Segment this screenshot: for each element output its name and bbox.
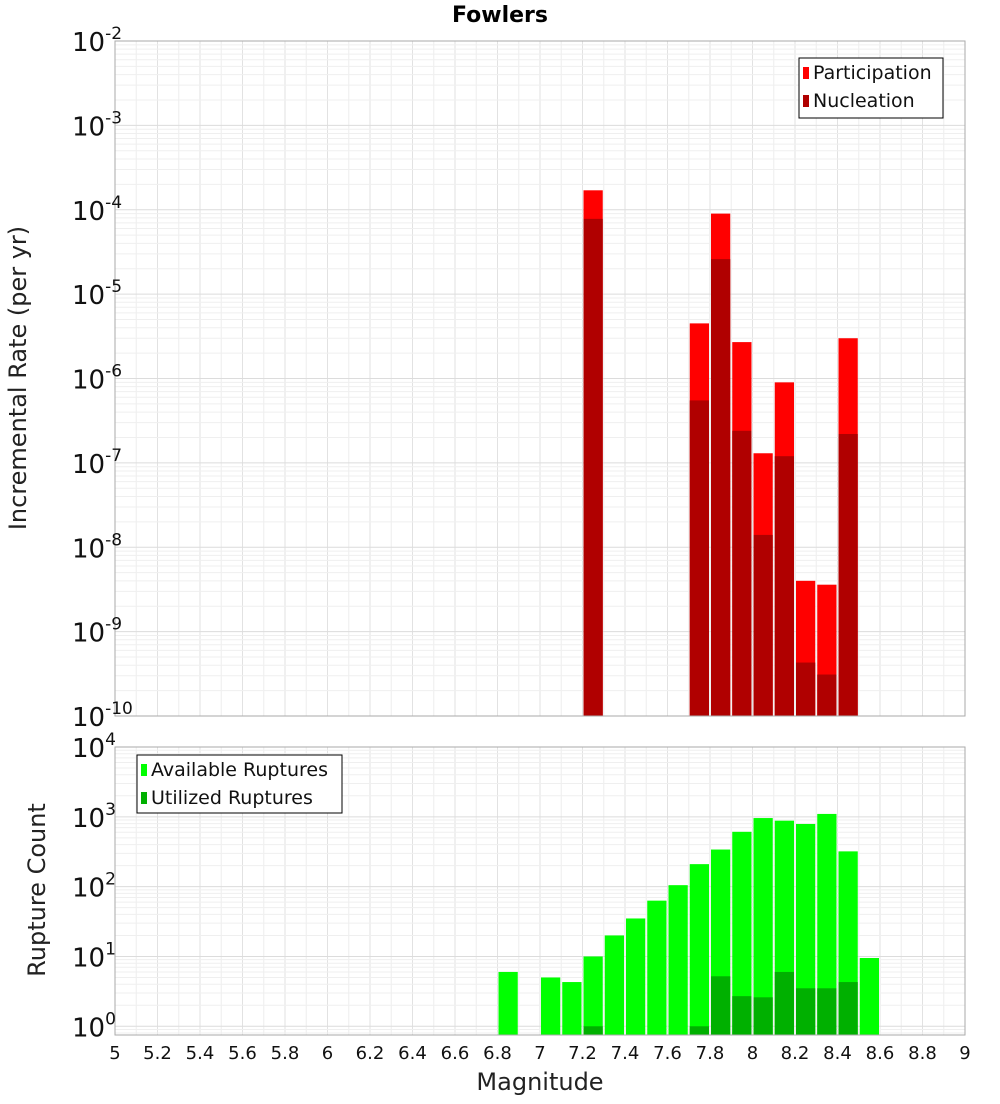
count-legend-label: Available Ruptures (151, 759, 328, 781)
count-y-tick-label: 100 (72, 1009, 116, 1043)
rate-y-tick-label: 10-8 (72, 530, 122, 564)
count-legend-box (136, 754, 343, 814)
rate-legend-box (798, 57, 944, 119)
count-x-tick-label: 8.6 (866, 1043, 895, 1064)
rate-bar (774, 456, 794, 716)
rate-bar (689, 400, 709, 716)
rate-y-tick-label: 10-7 (72, 446, 122, 480)
count-y-tick-label: 101 (72, 939, 116, 973)
count-legend: Available Ruptures Utilized Ruptures (136, 754, 343, 814)
count-y-tick-label: 104 (72, 730, 116, 764)
rate-legend-swatch (803, 67, 809, 79)
count-bar (626, 918, 646, 1035)
rate-legend-swatch (803, 95, 809, 107)
rate-bar (732, 430, 752, 716)
rate-bar (817, 674, 837, 716)
rate-bar (796, 662, 816, 716)
rate-legend-label: Participation (813, 62, 932, 84)
count-x-tick-label: 6 (322, 1043, 333, 1064)
count-bar (604, 935, 624, 1035)
count-x-tick-label: 6.8 (483, 1043, 512, 1064)
count-y-tick-labels: 100 101 102 103 104 (72, 730, 116, 1043)
count-x-tick-label: 8.4 (823, 1043, 852, 1064)
rate-panel: 10-10 10-9 10-8 10-7 10-6 10-5 10-4 10-3 10-2 Par… (72, 24, 966, 733)
count-x-tick-label: 8.8 (908, 1043, 937, 1064)
y-axis-label-rate: Incremental Rate (per yr) (4, 226, 32, 530)
rupture-count-panel: 100 101 102 103 104 5 5.2 5.4 5.6 5.8 6 6.2 6.4 6.6 6.… (72, 730, 971, 1064)
count-bar (753, 818, 773, 1035)
rate-plot-frame (114, 40, 966, 717)
count-x-tick-label: 6.6 (441, 1043, 470, 1064)
count-bar (562, 982, 582, 1035)
rate-y-tick-label: 10-3 (72, 108, 122, 142)
count-y-tick-label: 102 (72, 870, 116, 904)
rate-bar (753, 534, 773, 716)
count-bar (796, 823, 816, 1035)
count-bar (668, 885, 688, 1035)
rate-legend: Participation Nucleation (798, 57, 944, 119)
rate-series-2 (583, 218, 858, 716)
count-x-tick-label: 7.4 (611, 1043, 640, 1064)
rate-y-tick-label: 10-10 (72, 699, 133, 733)
count-x-tick-label: 5 (109, 1043, 120, 1064)
rate-bar (711, 259, 731, 716)
count-bar (732, 996, 752, 1035)
count-bar (796, 988, 816, 1035)
count-x-tick-label: 5.2 (143, 1043, 172, 1064)
rate-y-tick-label: 10-5 (72, 277, 122, 311)
rate-bar (583, 218, 603, 716)
chart-title: Fowlers (452, 3, 548, 28)
count-bar (753, 997, 773, 1035)
count-x-tick-label: 8.2 (781, 1043, 810, 1064)
count-x-tick-label: 8 (747, 1043, 758, 1064)
count-series-2 (583, 971, 858, 1035)
x-axis-label: Magnitude (476, 1068, 603, 1096)
count-bar (859, 958, 879, 1035)
count-x-tick-label: 9 (959, 1043, 970, 1064)
count-bar (817, 988, 837, 1035)
count-bar (498, 971, 518, 1035)
rate-y-tick-label: 10-2 (72, 24, 122, 58)
count-bar (541, 977, 561, 1035)
count-x-tick-label: 7 (534, 1043, 545, 1064)
count-bar (583, 956, 603, 1035)
count-bar (689, 1026, 709, 1035)
count-x-tick-label: 5.8 (271, 1043, 300, 1064)
count-x-tick-label: 7.6 (653, 1043, 682, 1064)
count-bar (583, 1026, 603, 1035)
count-bar (838, 982, 858, 1035)
count-y-tick-label: 103 (72, 800, 116, 834)
count-bar (817, 813, 837, 1035)
count-legend-label: Utilized Ruptures (151, 787, 313, 809)
count-plot-frame (114, 746, 966, 1036)
count-bar (689, 864, 709, 1035)
count-x-tick-label: 6.4 (398, 1043, 427, 1064)
rate-legend-label: Nucleation (813, 90, 915, 112)
count-bar (732, 831, 752, 1035)
count-series-1 (498, 813, 879, 1035)
rate-y-tick-label: 10-4 (72, 193, 122, 227)
count-bar (647, 900, 667, 1035)
rate-y-tick-label: 10-9 (72, 615, 122, 649)
rate-y-tick-label: 10-6 (72, 362, 122, 396)
count-x-tick-label: 7.8 (696, 1043, 725, 1064)
count-x-tick-label: 5.4 (186, 1043, 215, 1064)
count-bar (711, 976, 731, 1035)
count-x-tick-labels: 5 5.2 5.4 5.6 5.8 6 6.2 6.4 6.6 6.8 7 7.2 7.4 7.6 7.8 8… (109, 1043, 970, 1064)
rate-grid (114, 41, 966, 717)
count-x-tick-label: 6.2 (356, 1043, 385, 1064)
count-legend-swatch (141, 764, 147, 776)
rate-bar (838, 433, 858, 716)
count-bar (774, 971, 794, 1035)
count-legend-swatch (141, 792, 147, 804)
count-x-tick-label: 5.6 (228, 1043, 257, 1064)
y-axis-label-count: Rupture Count (23, 803, 51, 977)
count-x-tick-label: 7.2 (568, 1043, 597, 1064)
rate-y-tick-labels: 10-10 10-9 10-8 10-7 10-6 10-5 10-4 10-3 10-2 (72, 24, 133, 733)
